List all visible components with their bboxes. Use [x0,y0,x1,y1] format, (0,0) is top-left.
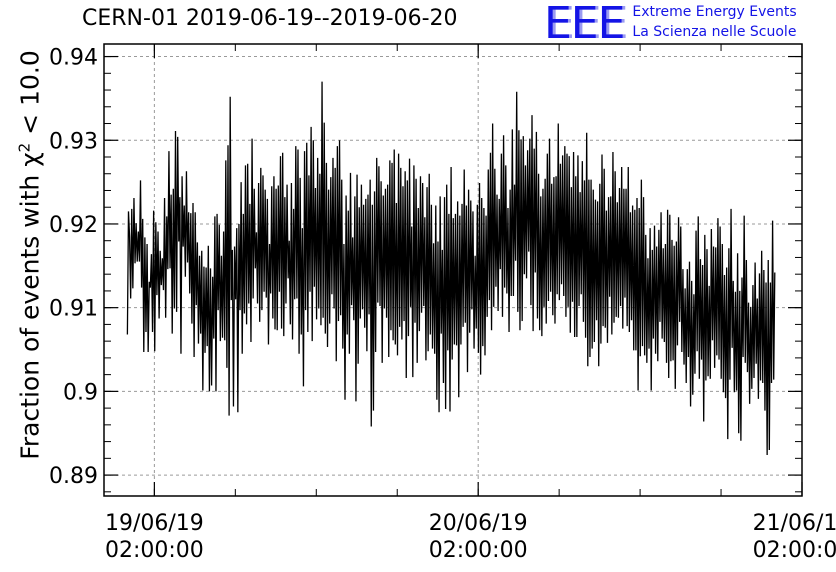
axis-ticks [104,44,803,496]
plot-area [126,81,776,455]
chart-title: CERN-01 2019-06-19--2019-06-20 [82,6,458,31]
logo-line-1: Extreme Energy Events [632,4,797,20]
x-tick-date-label: 21/06/19 [753,511,836,536]
y-tick-label: 0.92 [49,213,98,238]
x-tick-date-label: 20/06/19 [429,511,528,536]
y-tick-label: 0.94 [49,46,98,71]
y-axis-label-prefix: Fraction of events with [15,166,45,460]
eee-logo: EEE EEE Extreme Energy Events La Scienza… [544,2,797,46]
y-tick-label: 0.93 [49,129,98,154]
logo-line-2: La Scienza nelle Scuole [632,24,797,40]
y-axis-label-chi: χ [15,152,45,167]
y-axis-label-suffix: < 10.0 [15,50,45,143]
plot-frame [103,43,803,497]
eee-logo-shadow: EEE [547,0,628,49]
y-tick-label: 0.91 [49,297,98,322]
x-tick-date-label: 19/06/19 [105,511,204,536]
y-tick-label: 0.9 [63,380,98,405]
x-tick-time-label: 02:00:00 [429,538,528,563]
x-tick-time-label: 02:00:00 [105,538,204,563]
tick-labels: 0.890.90.910.920.930.9419/06/1902:00:002… [49,46,836,563]
eee-logo-mark: EEE EEE [544,0,628,49]
y-axis-label: Fraction of events with χ2 < 10.0 [15,50,44,459]
y-tick-label: 0.89 [49,464,98,489]
eee-logo-letters: EEE [544,0,625,49]
eee-logo-text: Extreme Energy Events La Scienza nelle S… [632,2,796,42]
series-line [126,81,776,455]
x-tick-time-label: 02:00:00 [753,538,836,563]
y-axis-label-superscript: 2 [15,142,34,153]
